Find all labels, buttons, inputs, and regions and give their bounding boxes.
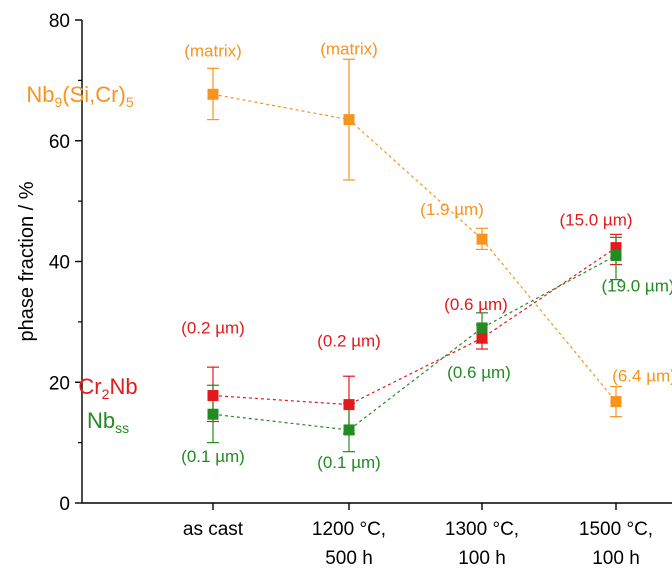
size-annotation: (0.6 µm) (444, 295, 508, 314)
size-annotation: (0.1 µm) (317, 453, 381, 472)
size-annotation: (matrix) (320, 40, 378, 59)
y-tick-label: 40 (49, 253, 70, 274)
series-line-2 (212, 254, 617, 431)
series-label-0: Nb9(Si,Cr)5 (26, 82, 133, 110)
size-annotation: (19.0 µm) (601, 276, 672, 295)
data-point (343, 399, 355, 411)
size-annotation: (0.1 µm) (181, 447, 245, 466)
y-tick-label: 60 (49, 132, 70, 153)
x-tick-label-line2: 500 h (325, 548, 373, 569)
data-point (476, 322, 488, 334)
size-annotation: (15.0 µm) (559, 211, 632, 230)
size-annotation: (matrix) (184, 41, 242, 60)
data-point (476, 233, 488, 245)
x-tick-label: 1200 °C, (312, 519, 386, 540)
x-ticks: as cast 1200 °C, 500 h 1300 °C, 100 h 1500 °C… (183, 503, 653, 569)
x-tick-label: as cast (183, 519, 244, 540)
y-ticks: 0 20 40 60 80 (49, 11, 82, 515)
data-point (343, 424, 355, 436)
size-annotation: (0.2 µm) (317, 332, 381, 351)
series-label-1: Cr2Nb (78, 374, 137, 402)
series-lines (212, 93, 617, 431)
series-line-1 (212, 247, 617, 406)
y-tick-label: 0 (59, 494, 70, 515)
size-annotation: (0.2 µm) (181, 319, 245, 338)
size-annotation: (0.6 µm) (447, 363, 511, 382)
size-annotation: (1.9 µm) (420, 200, 484, 219)
data-point (207, 88, 219, 100)
y-tick-label: 80 (49, 11, 70, 32)
data-points (207, 88, 622, 436)
x-tick-label: 1500 °C, (579, 519, 653, 540)
error-bars (207, 58, 622, 453)
data-point (476, 332, 488, 344)
data-point (610, 249, 622, 261)
axes (81, 20, 672, 504)
x-tick-label-line2: 100 h (592, 548, 640, 569)
y-axis-title: phase fraction / % (16, 181, 38, 341)
data-point (207, 390, 219, 402)
size-annotations: (matrix) (matrix) (1.9 µm) (6.4 µm) (0.2 µm)… (181, 40, 672, 472)
series-line-0 (212, 93, 617, 402)
data-point (610, 242, 622, 254)
series-label-2: Nbss (87, 408, 129, 436)
data-point (207, 408, 219, 420)
series-labels: Nb9(Si,Cr)5 Cr2Nb Nbss (26, 82, 137, 436)
size-annotation: (6.4 µm) (612, 367, 672, 386)
x-tick-label: 1300 °C, (445, 519, 519, 540)
y-tick-label: 20 (49, 373, 70, 394)
x-tick-label-line2: 100 h (458, 548, 506, 569)
data-point (343, 114, 355, 126)
data-point (610, 396, 622, 408)
